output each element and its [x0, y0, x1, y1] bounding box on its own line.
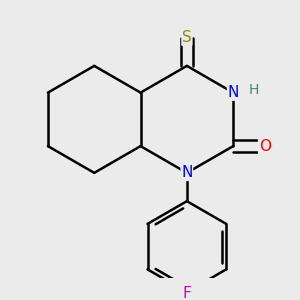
Text: N: N — [227, 85, 239, 100]
Text: S: S — [182, 30, 192, 45]
Text: O: O — [259, 139, 271, 154]
Text: H: H — [248, 83, 259, 97]
Text: N: N — [181, 165, 193, 180]
Text: F: F — [182, 286, 191, 300]
